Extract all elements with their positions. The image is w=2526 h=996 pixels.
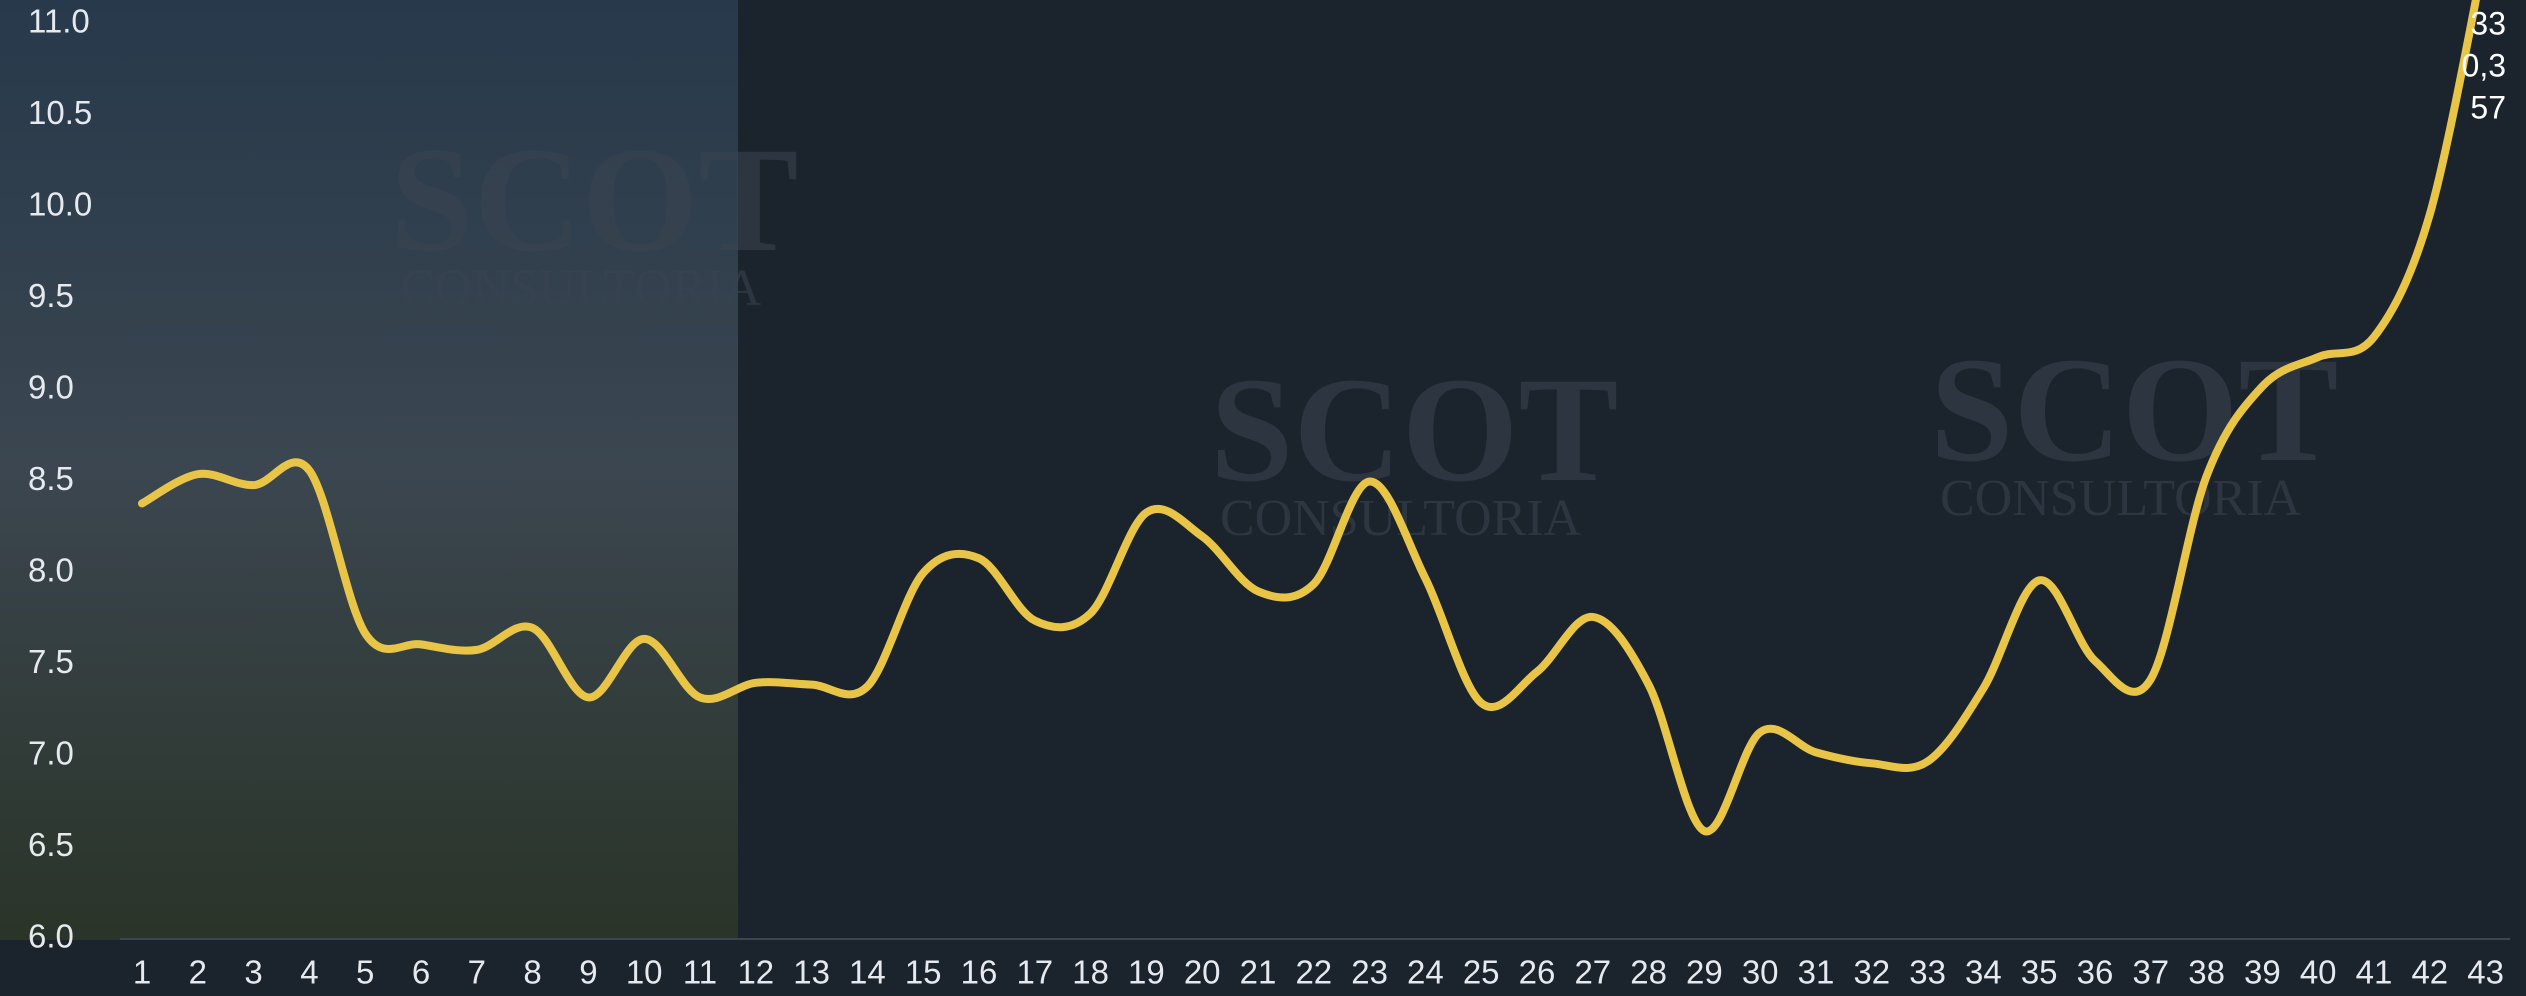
x-tick-label: 36 (2077, 954, 2114, 991)
x-tick-label: 7 (468, 954, 486, 991)
x-tick-label: 18 (1072, 954, 1109, 991)
x-tick-label: 32 (1853, 954, 1890, 991)
x-tick-label: 13 (793, 954, 830, 991)
x-tick-label: 21 (1240, 954, 1277, 991)
x-tick-label: 1 (133, 954, 151, 991)
x-tick-label: 20 (1184, 954, 1221, 991)
x-tick-label: 8 (523, 954, 541, 991)
x-tick-label: 35 (2021, 954, 2058, 991)
x-tick-label: 40 (2300, 954, 2337, 991)
y-tick-label: 6.0 (28, 918, 74, 955)
x-tick-label: 5 (356, 954, 374, 991)
x-tick-label: 25 (1463, 954, 1500, 991)
x-tick-label: 33 (1909, 954, 1946, 991)
y-tick-label: 8.5 (28, 460, 74, 497)
x-tick-label: 26 (1519, 954, 1556, 991)
x-tick-label: 24 (1407, 954, 1444, 991)
watermark-subtitle: CONSULTORIA (400, 260, 762, 317)
y-tick-label: 7.0 (28, 735, 74, 772)
x-tick-label: 9 (579, 954, 597, 991)
x-tick-label: 4 (300, 954, 318, 991)
y-tick-label: 9.0 (28, 369, 74, 406)
y-tick-label: 11.0 (28, 3, 90, 40)
annotation: 33 (2470, 5, 2506, 41)
x-tick-label: 34 (1965, 954, 2002, 991)
x-tick-label: 19 (1128, 954, 1165, 991)
annotation: 0,3 (2462, 47, 2506, 83)
x-tick-label: 42 (2411, 954, 2448, 991)
x-tick-label: 15 (905, 954, 942, 991)
watermark-title: SCOT (1930, 327, 2338, 493)
x-tick-label: 39 (2244, 954, 2281, 991)
x-tick-label: 28 (1630, 954, 1667, 991)
x-tick-label: 10 (626, 954, 663, 991)
x-tick-label: 14 (849, 954, 886, 991)
x-tick-label: 30 (1742, 954, 1779, 991)
y-tick-label: 6.5 (28, 826, 74, 863)
x-tick-label: 27 (1574, 954, 1611, 991)
y-tick-label: 8.0 (28, 552, 74, 589)
x-tick-label: 37 (2132, 954, 2169, 991)
x-tick-label: 12 (737, 954, 774, 991)
x-tick-label: 11 (683, 954, 717, 991)
x-tick-label: 2 (189, 954, 207, 991)
y-tick-label: 9.5 (28, 277, 74, 314)
watermark-subtitle: CONSULTORIA (1940, 470, 2302, 527)
y-tick-label: 10.5 (28, 94, 92, 131)
x-tick-label: 43 (2467, 954, 2504, 991)
line-series (138, 0, 2480, 836)
x-tick-label: 17 (1016, 954, 1053, 991)
y-tick-label: 7.5 (28, 643, 74, 680)
x-tick-label: 29 (1686, 954, 1723, 991)
x-tick-label: 16 (961, 954, 998, 991)
x-tick-label: 38 (2188, 954, 2225, 991)
y-tick-label: 10.0 (28, 186, 92, 223)
annotation: 57 (2470, 89, 2506, 125)
x-tick-label: 3 (244, 954, 262, 991)
x-tick-label: 22 (1295, 954, 1332, 991)
watermark-title: SCOT (1210, 347, 1618, 513)
watermarks: SCOTCONSULTORIASCOTCONSULTORIASCOTCONSUL… (390, 117, 2338, 547)
watermark-title: SCOT (390, 117, 798, 283)
x-tick-label: 31 (1798, 954, 1835, 991)
background-photo (0, 0, 738, 940)
x-tick-label: 6 (412, 954, 430, 991)
x-tick-label: 23 (1351, 954, 1388, 991)
x-tick-label: 41 (2356, 954, 2393, 991)
